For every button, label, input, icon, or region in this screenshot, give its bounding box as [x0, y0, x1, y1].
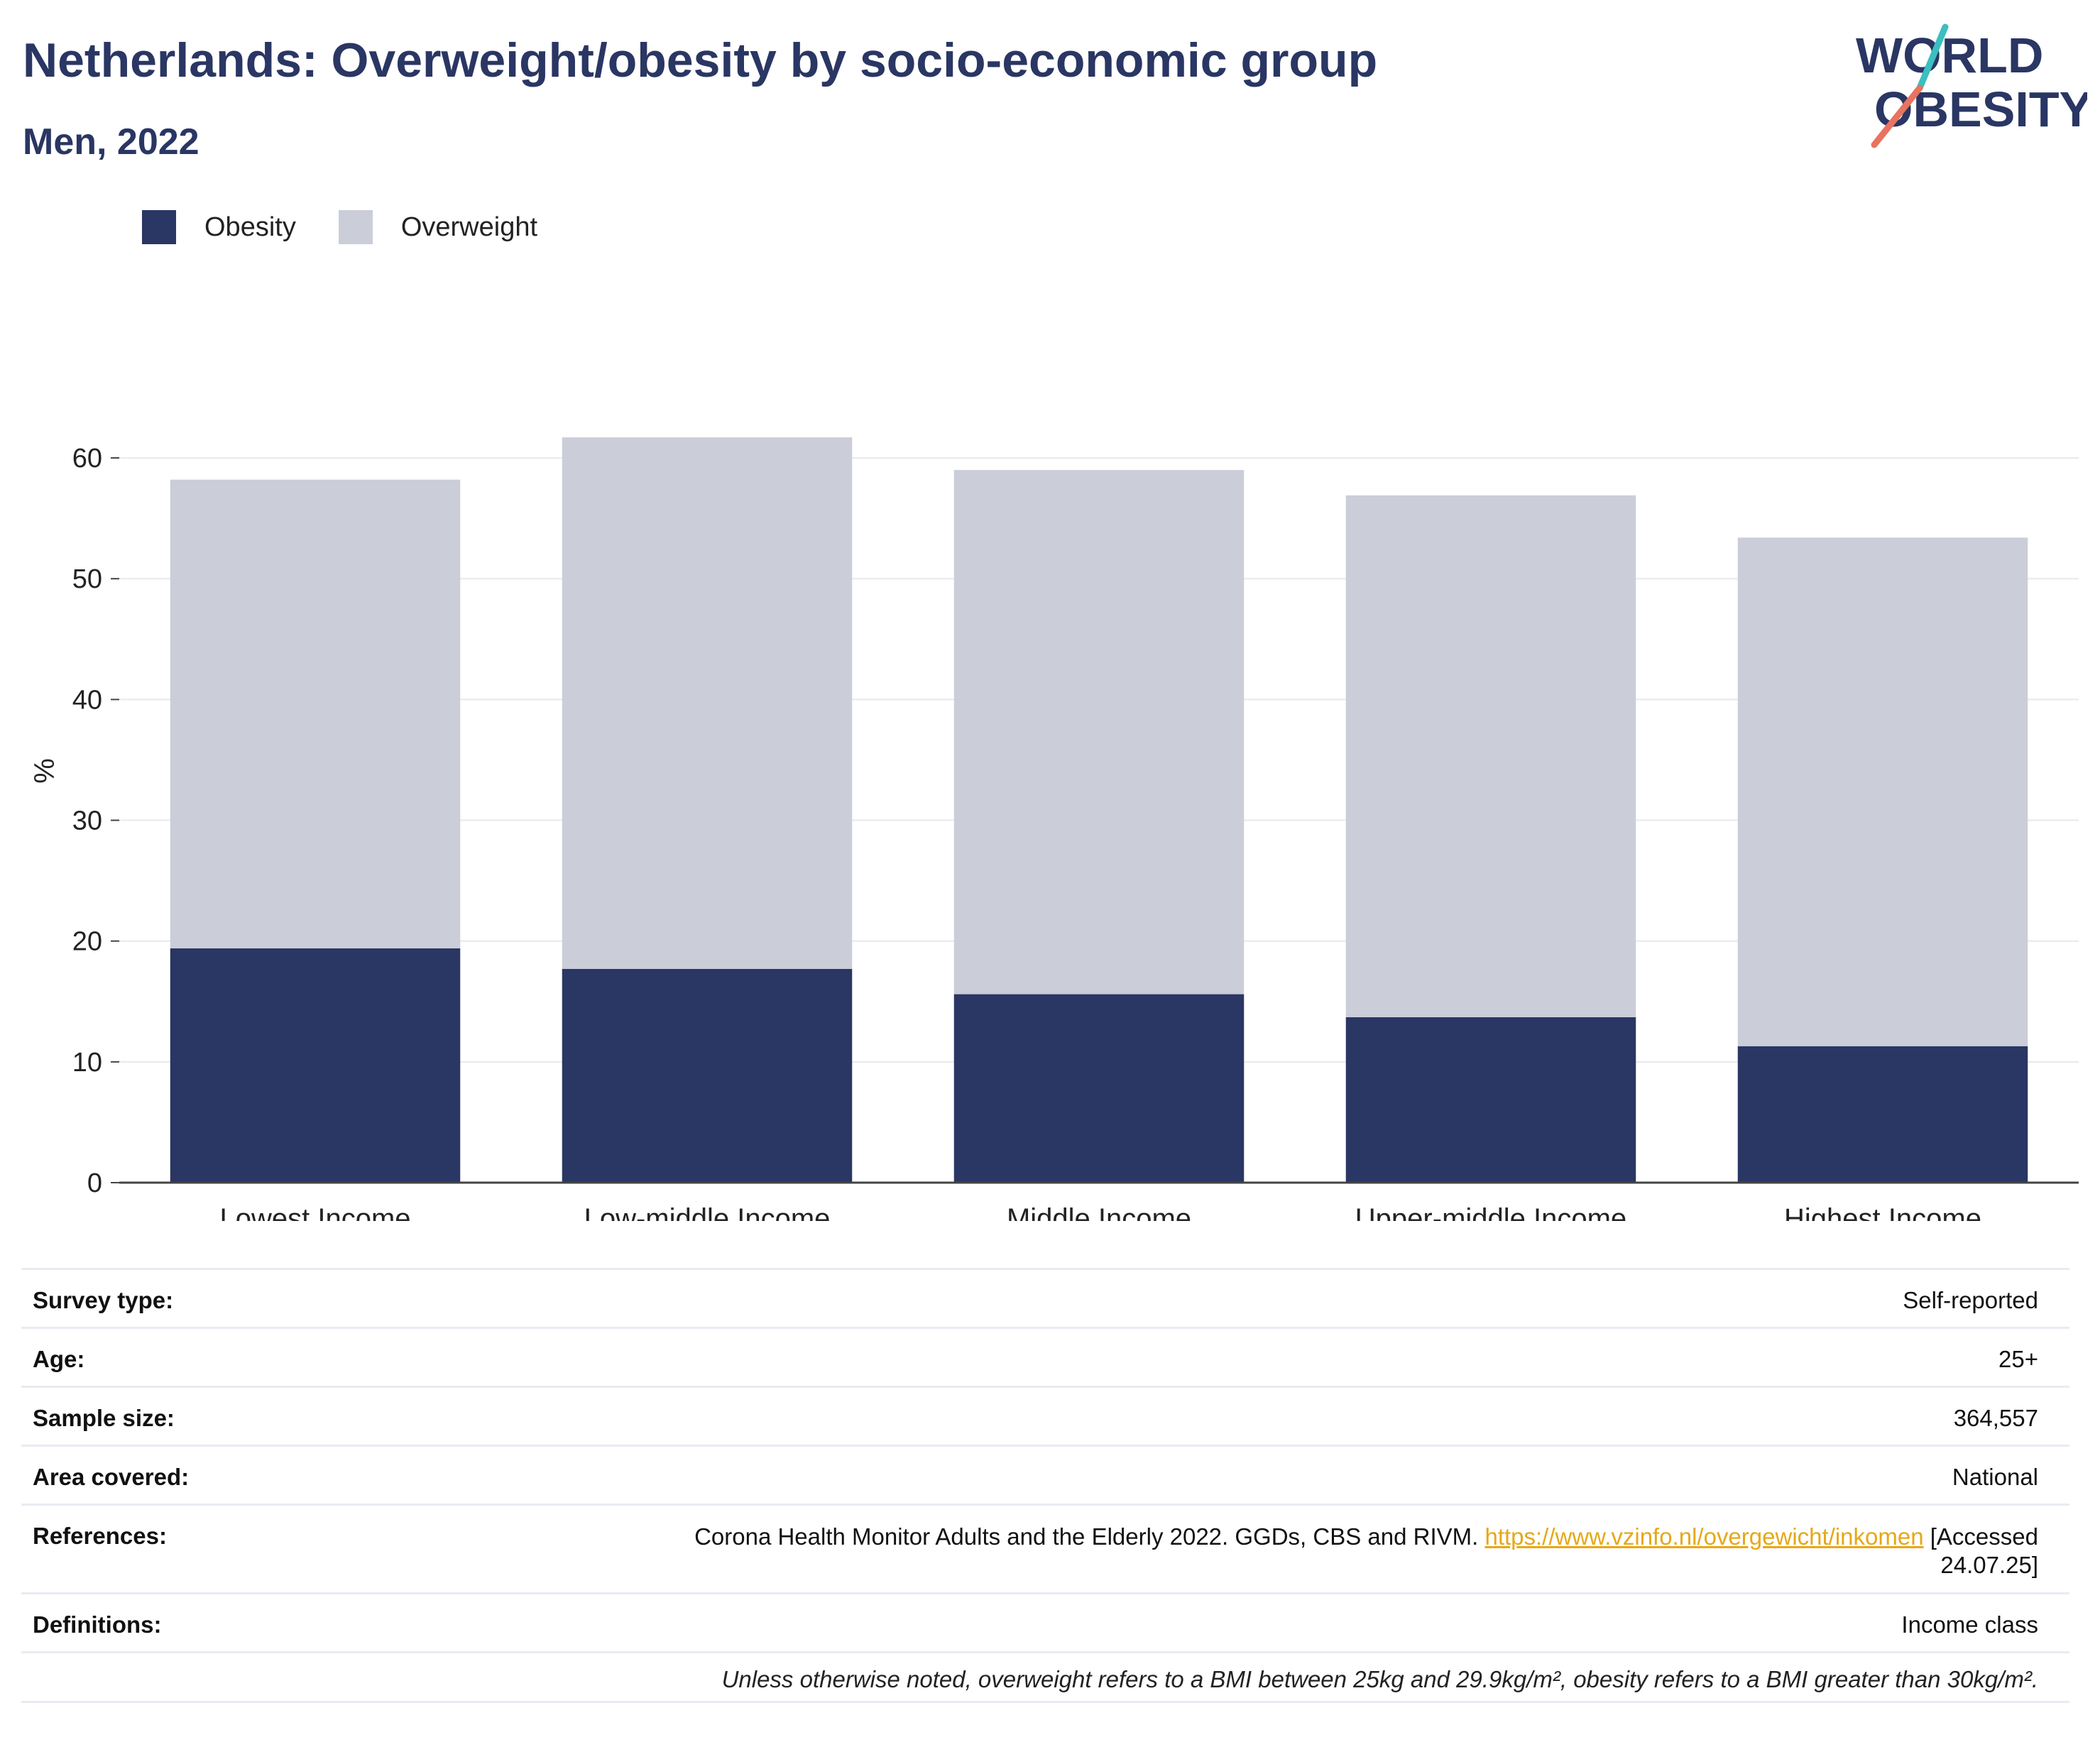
references-accessed-date: 24.07.25]	[1940, 1552, 2038, 1578]
y-tick-label: 40	[72, 685, 102, 715]
axes: 0 10 20 30 40 50 60 Lowest Income Low-middle Inc…	[72, 444, 2079, 1221]
references-link[interactable]: https://www.vzinfo.nl/overgewicht/inkome…	[1484, 1523, 1924, 1550]
bar-obesity-1[interactable]	[170, 948, 461, 1183]
x-category-label: Upper-middle Income	[1355, 1203, 1626, 1221]
bar-overweight-4[interactable]	[1345, 495, 1636, 1017]
bars	[170, 437, 2028, 1183]
x-category-label: Lowest Income	[219, 1203, 410, 1221]
meta-key-survey-type: Survey type:	[21, 1268, 530, 1328]
chart-legend: Obesity Overweight	[142, 210, 580, 244]
meta-value-definitions: Income class	[530, 1592, 2069, 1653]
bar-overweight-2[interactable]	[562, 437, 853, 969]
y-tick-label: 60	[72, 444, 102, 473]
bar-obesity-4[interactable]	[1345, 1017, 1636, 1183]
legend-swatch-overweight	[338, 210, 373, 244]
logo-slash-coral	[1871, 84, 1923, 148]
table-row: Area covered: National	[21, 1445, 2069, 1505]
y-tick-label: 20	[72, 927, 102, 957]
meta-value-age: 25+	[530, 1327, 2069, 1387]
legend-item-overweight[interactable]: Overweight	[338, 210, 538, 244]
table-row: Definitions: Income class	[21, 1592, 2069, 1653]
y-tick-label: 10	[72, 1048, 102, 1078]
meta-key-references: References:	[21, 1504, 530, 1594]
world-obesity-logo: WORLD OBESITY	[1856, 23, 2087, 148]
meta-value-survey-type: Self-reported	[530, 1268, 2069, 1328]
table-row: Age: 25+	[21, 1327, 2069, 1387]
definitions-note: Unless otherwise noted, overweight refer…	[21, 1651, 2069, 1703]
chart-title: Netherlands: Overweight/obesity by socio…	[23, 33, 1378, 87]
legend-label-obesity: Obesity	[204, 212, 296, 242]
meta-key-definitions: Definitions:	[21, 1592, 530, 1653]
legend-item-obesity[interactable]: Obesity	[142, 210, 296, 244]
bar-overweight-5[interactable]	[1737, 537, 2028, 1046]
legend-swatch-obesity	[142, 210, 176, 244]
logo-word-obesity: OBESITY	[1874, 82, 2087, 137]
table-row: Sample size: 364,557	[21, 1386, 2069, 1446]
meta-key-sample-size: Sample size:	[21, 1386, 530, 1446]
y-tick-label: 0	[87, 1168, 102, 1198]
table-row: Survey type: Self-reported	[21, 1268, 2069, 1328]
survey-details-table: Survey type: Self-reported Age: 25+ Samp…	[21, 1268, 2069, 1703]
logo-word-world: WORLD	[1856, 28, 2043, 83]
x-category-label: Highest Income	[1784, 1203, 1981, 1221]
meta-value-references: Corona Health Monitor Adults and the Eld…	[530, 1504, 2069, 1594]
x-category-label: Low-middle Income	[584, 1203, 831, 1221]
logo-slash-teal	[1916, 23, 1949, 92]
y-tick-label: 50	[72, 564, 102, 594]
meta-value-sample-size: 364,557	[530, 1386, 2069, 1446]
meta-key-area-covered: Area covered:	[21, 1445, 530, 1505]
meta-value-area-covered: National	[530, 1445, 2069, 1505]
bar-obesity-3[interactable]	[953, 994, 1245, 1183]
y-axis-title: %	[29, 758, 60, 784]
table-row: References: Corona Health Monitor Adults…	[21, 1504, 2069, 1594]
references-accessed: [Accessed	[1923, 1523, 2038, 1550]
table-row: Unless otherwise noted, overweight refer…	[21, 1651, 2069, 1703]
bar-overweight-3[interactable]	[953, 470, 1245, 995]
y-tick-label: 30	[72, 806, 102, 836]
stacked-bar-chart: 0 10 20 30 40 50 60 Lowest Income Low-middle Inc…	[29, 437, 2079, 1221]
bar-obesity-5[interactable]	[1737, 1046, 2028, 1183]
bar-overweight-1[interactable]	[170, 479, 461, 948]
chart-subtitle: Men, 2022	[23, 121, 199, 163]
x-category-label: Middle Income	[1007, 1203, 1191, 1221]
references-text: Corona Health Monitor Adults and the Eld…	[694, 1523, 1485, 1550]
legend-label-overweight: Overweight	[400, 212, 538, 242]
bar-obesity-2[interactable]	[562, 968, 853, 1183]
meta-key-age: Age:	[21, 1327, 530, 1387]
